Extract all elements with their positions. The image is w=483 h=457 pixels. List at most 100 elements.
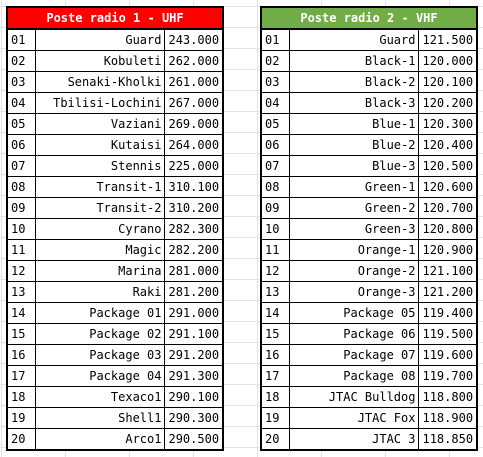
channel-number-cell[interactable]: 16 [6,344,36,366]
frequency-cell[interactable]: 264.000 [164,134,224,156]
channel-name-cell[interactable]: JTAC 3 [288,428,420,451]
channel-name-cell[interactable]: JTAC Bulldog [288,386,420,408]
channel-name-cell[interactable]: Package 07 [288,344,420,366]
channel-number-cell[interactable]: 19 [6,407,36,429]
channel-number-cell[interactable]: 20 [6,428,36,451]
frequency-cell[interactable]: 225.000 [164,155,224,177]
frequency-cell[interactable]: 291.000 [164,302,224,324]
channel-name-cell[interactable]: Green-3 [288,218,420,240]
frequency-cell[interactable]: 118.800 [418,386,478,408]
channel-name-cell[interactable]: Green-2 [288,197,420,219]
channel-number-cell[interactable]: 19 [260,407,290,429]
frequency-cell[interactable]: 118.850 [418,428,478,451]
channel-name-cell[interactable]: Package 06 [288,323,420,345]
channel-number-cell[interactable]: 02 [260,50,290,72]
channel-number-cell[interactable]: 09 [6,197,36,219]
channel-name-cell[interactable]: Cyrano [34,218,166,240]
channel-number-cell[interactable]: 05 [6,113,36,135]
channel-name-cell[interactable]: Black-3 [288,92,420,114]
frequency-cell[interactable]: 290.100 [164,386,224,408]
frequency-cell[interactable]: 269.000 [164,113,224,135]
frequency-cell[interactable]: 290.300 [164,407,224,429]
channel-number-cell[interactable]: 13 [6,281,36,303]
frequency-cell[interactable]: 119.400 [418,302,478,324]
frequency-cell[interactable]: 119.700 [418,365,478,387]
channel-number-cell[interactable]: 11 [260,239,290,261]
frequency-cell[interactable]: 282.300 [164,218,224,240]
channel-name-cell[interactable]: Package 02 [34,323,166,345]
frequency-cell[interactable]: 120.500 [418,155,478,177]
channel-number-cell[interactable]: 12 [260,260,290,282]
channel-name-cell[interactable]: Tbilisi-Lochini [34,92,166,114]
channel-number-cell[interactable]: 04 [6,92,36,114]
channel-name-cell[interactable]: Package 03 [34,344,166,366]
channel-number-cell[interactable]: 11 [6,239,36,261]
channel-number-cell[interactable]: 06 [260,134,290,156]
channel-name-cell[interactable]: Orange-1 [288,239,420,261]
frequency-cell[interactable]: 281.000 [164,260,224,282]
channel-name-cell[interactable]: Green-1 [288,176,420,198]
frequency-cell[interactable]: 267.000 [164,92,224,114]
channel-number-cell[interactable]: 16 [260,344,290,366]
frequency-cell[interactable]: 262.000 [164,50,224,72]
channel-name-cell[interactable]: Marina [34,260,166,282]
channel-name-cell[interactable]: Black-1 [288,50,420,72]
frequency-cell[interactable]: 118.900 [418,407,478,429]
channel-name-cell[interactable]: Package 08 [288,365,420,387]
channel-number-cell[interactable]: 12 [6,260,36,282]
frequency-cell[interactable]: 281.200 [164,281,224,303]
channel-name-cell[interactable]: JTAC Fox [288,407,420,429]
frequency-cell[interactable]: 119.500 [418,323,478,345]
frequency-cell[interactable]: 291.200 [164,344,224,366]
channel-number-cell[interactable]: 08 [6,176,36,198]
channel-name-cell[interactable]: Guard [288,28,420,51]
channel-name-cell[interactable]: Black-2 [288,71,420,93]
channel-name-cell[interactable]: Transit-2 [34,197,166,219]
frequency-cell[interactable]: 291.300 [164,365,224,387]
channel-name-cell[interactable]: Vaziani [34,113,166,135]
channel-name-cell[interactable]: Blue-1 [288,113,420,135]
channel-name-cell[interactable]: Senaki-Kholki [34,71,166,93]
channel-number-cell[interactable]: 06 [6,134,36,156]
frequency-cell[interactable]: 121.200 [418,281,478,303]
channel-name-cell[interactable]: Shell1 [34,407,166,429]
frequency-cell[interactable]: 120.400 [418,134,478,156]
frequency-cell[interactable]: 261.000 [164,71,224,93]
channel-number-cell[interactable]: 08 [260,176,290,198]
vhf-table-title[interactable]: Poste radio 2 - VHF [260,6,478,30]
channel-number-cell[interactable]: 18 [260,386,290,408]
frequency-cell[interactable]: 120.900 [418,239,478,261]
channel-name-cell[interactable]: Package 01 [34,302,166,324]
channel-number-cell[interactable]: 14 [260,302,290,324]
channel-name-cell[interactable]: Texaco1 [34,386,166,408]
channel-name-cell[interactable]: Orange-3 [288,281,420,303]
channel-name-cell[interactable]: Kobuleti [34,50,166,72]
channel-name-cell[interactable]: Blue-3 [288,155,420,177]
channel-name-cell[interactable]: Stennis [34,155,166,177]
channel-number-cell[interactable]: 02 [6,50,36,72]
frequency-cell[interactable]: 121.500 [418,28,478,51]
channel-name-cell[interactable]: Package 05 [288,302,420,324]
frequency-cell[interactable]: 120.600 [418,176,478,198]
channel-name-cell[interactable]: Kutaisi [34,134,166,156]
channel-name-cell[interactable]: Arco1 [34,428,166,451]
channel-name-cell[interactable]: Magic [34,239,166,261]
channel-number-cell[interactable]: 17 [6,365,36,387]
frequency-cell[interactable]: 120.200 [418,92,478,114]
channel-number-cell[interactable]: 10 [260,218,290,240]
frequency-cell[interactable]: 120.100 [418,71,478,93]
channel-name-cell[interactable]: Transit-1 [34,176,166,198]
channel-number-cell[interactable]: 13 [260,281,290,303]
channel-number-cell[interactable]: 03 [6,71,36,93]
channel-number-cell[interactable]: 17 [260,365,290,387]
frequency-cell[interactable]: 120.700 [418,197,478,219]
frequency-cell[interactable]: 243.000 [164,28,224,51]
channel-number-cell[interactable]: 15 [260,323,290,345]
channel-number-cell[interactable]: 05 [260,113,290,135]
frequency-cell[interactable]: 291.100 [164,323,224,345]
uhf-table-title[interactable]: Poste radio 1 - UHF [6,6,224,30]
channel-number-cell[interactable]: 03 [260,71,290,93]
channel-name-cell[interactable]: Guard [34,28,166,51]
channel-number-cell[interactable]: 15 [6,323,36,345]
channel-name-cell[interactable]: Package 04 [34,365,166,387]
